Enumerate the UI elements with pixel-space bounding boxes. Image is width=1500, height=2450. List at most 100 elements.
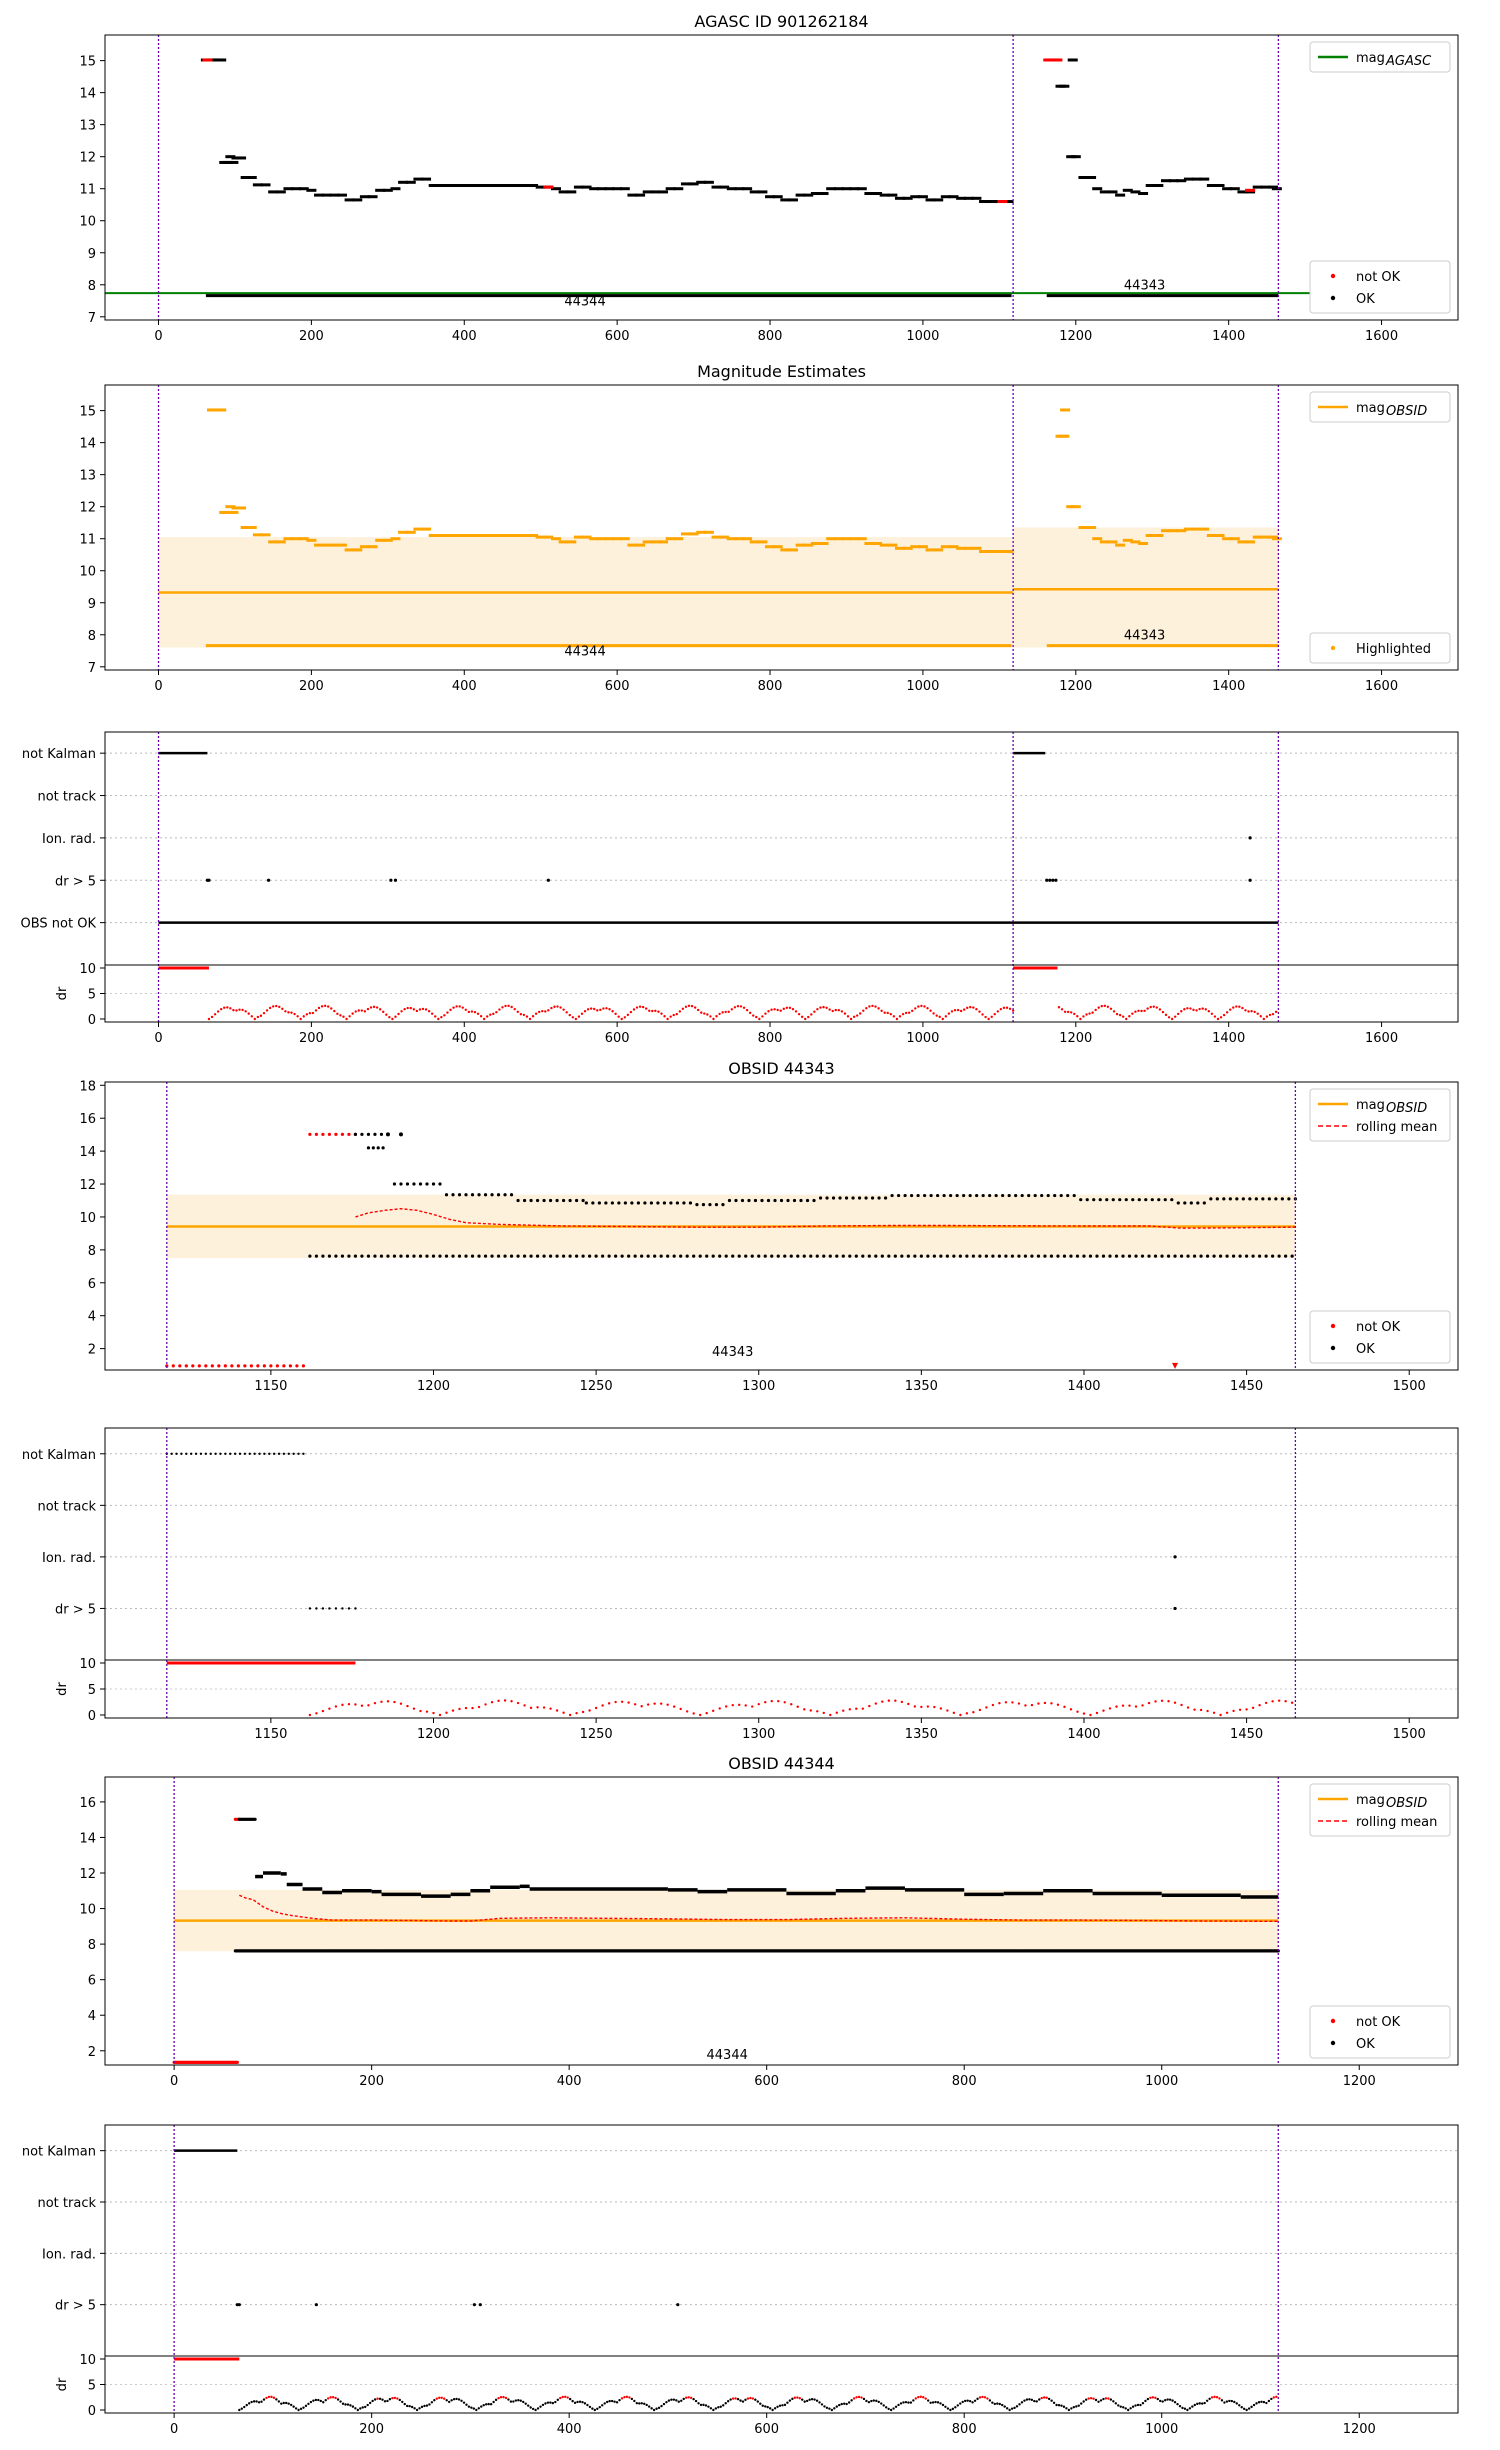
dr-point (991, 1703, 995, 1707)
data-point (803, 193, 814, 197)
dr-point (991, 2401, 994, 2404)
dr-point (373, 2398, 377, 2401)
dr-point (1055, 2403, 1058, 2407)
rolling-mean-line (239, 1894, 1279, 1923)
data-point (831, 1196, 836, 1200)
x-tick-label: 1400 (1212, 1031, 1245, 1046)
dr-point (998, 1702, 1001, 1705)
flag-label: not Kalman (22, 2145, 96, 2160)
legend-label: not OK (1356, 2015, 1401, 2030)
dr-point (464, 1008, 467, 1011)
x-tick-label: 1500 (1393, 1727, 1426, 1742)
dr-tick-label: 5 (88, 2379, 96, 2394)
y-tick-label: 10 (79, 565, 96, 580)
dr-point (833, 2407, 836, 2410)
dr-point (336, 1012, 339, 1016)
dr-point (825, 1006, 828, 1010)
flag-point (204, 1452, 208, 1455)
flag-label: not track (37, 790, 96, 805)
data-point (367, 195, 378, 199)
data-point (558, 190, 569, 194)
data-point (666, 1254, 670, 1258)
dr-point (1139, 2403, 1142, 2407)
data-point (321, 1254, 325, 1258)
flag-point (229, 1452, 232, 1455)
data-point (1069, 1254, 1073, 1258)
dr-point (1002, 1006, 1006, 1010)
data-point (975, 1193, 979, 1198)
dr-point (1069, 1708, 1073, 1711)
dr-point (733, 1006, 737, 1009)
dr-point (779, 1009, 782, 1012)
data-point (352, 198, 363, 202)
data-point (1124, 1198, 1128, 1202)
dr-point (461, 1006, 464, 1009)
dr-point (1124, 2407, 1127, 2410)
legend-label-subscript: OBSID (1386, 1796, 1427, 1811)
dr-point (847, 2401, 851, 2404)
data-point (512, 184, 523, 188)
dr-point (542, 1706, 546, 1709)
data-point (617, 1201, 621, 1205)
dr-point (240, 2407, 243, 2410)
data-point (658, 540, 669, 544)
data-point (366, 1146, 371, 1150)
dr-point (1140, 1009, 1143, 1013)
dr-point (568, 2397, 572, 2401)
dr-point (539, 2405, 542, 2408)
data-point (596, 187, 607, 191)
dr-point (447, 2400, 451, 2404)
data-point (314, 1254, 319, 1258)
dr-point (1245, 1708, 1248, 1711)
data-point (948, 545, 959, 549)
data-point (353, 1132, 358, 1136)
dr-point (998, 2402, 1001, 2406)
y-tick-label: 13 (79, 469, 96, 484)
dr-point (434, 1015, 437, 1018)
dr-point (382, 1010, 385, 1014)
data-point (894, 546, 905, 550)
dr-point (718, 1707, 721, 1710)
data-point (1271, 537, 1282, 541)
dr-point (975, 1008, 978, 1011)
dr-point (913, 1705, 917, 1708)
dr-point (477, 2407, 481, 2410)
dr-point (1258, 1704, 1261, 1707)
data-point (727, 1198, 732, 1203)
dr-point (529, 1706, 533, 1710)
data-point (659, 1254, 663, 1258)
flag-point (224, 1452, 227, 1455)
data-point (978, 1254, 982, 1258)
dr-point (277, 2400, 281, 2403)
data-point (1199, 527, 1210, 531)
data-point (275, 1364, 279, 1368)
dr-point (360, 1704, 364, 1707)
data-point (1261, 1197, 1265, 1201)
data-point (627, 1254, 631, 1258)
dr-point (334, 2396, 337, 2400)
data-point (940, 195, 951, 199)
dr-point (684, 1005, 688, 1008)
data-point (425, 1254, 429, 1258)
dr-point (736, 2397, 740, 2401)
dr-point (438, 2396, 441, 2399)
dr-point (213, 1013, 217, 1016)
dr-point (672, 1013, 675, 1017)
dr-point (623, 1016, 626, 1019)
dr-point (559, 1006, 562, 1009)
data-point (772, 195, 783, 199)
dr-point (920, 1004, 923, 1008)
data-point (375, 188, 386, 192)
data-point (360, 1132, 364, 1136)
data-point (474, 184, 485, 188)
data-point (1168, 529, 1179, 533)
dr-point (773, 2407, 777, 2410)
dr-point (293, 1012, 296, 1016)
data-point (665, 187, 676, 191)
dr-point (1204, 1008, 1207, 1011)
dr-point (1201, 2402, 1204, 2405)
dr-point (476, 1012, 480, 1016)
data-point (225, 505, 236, 509)
x-tick-label: 0 (154, 329, 162, 344)
dr-point (1255, 2402, 1258, 2405)
